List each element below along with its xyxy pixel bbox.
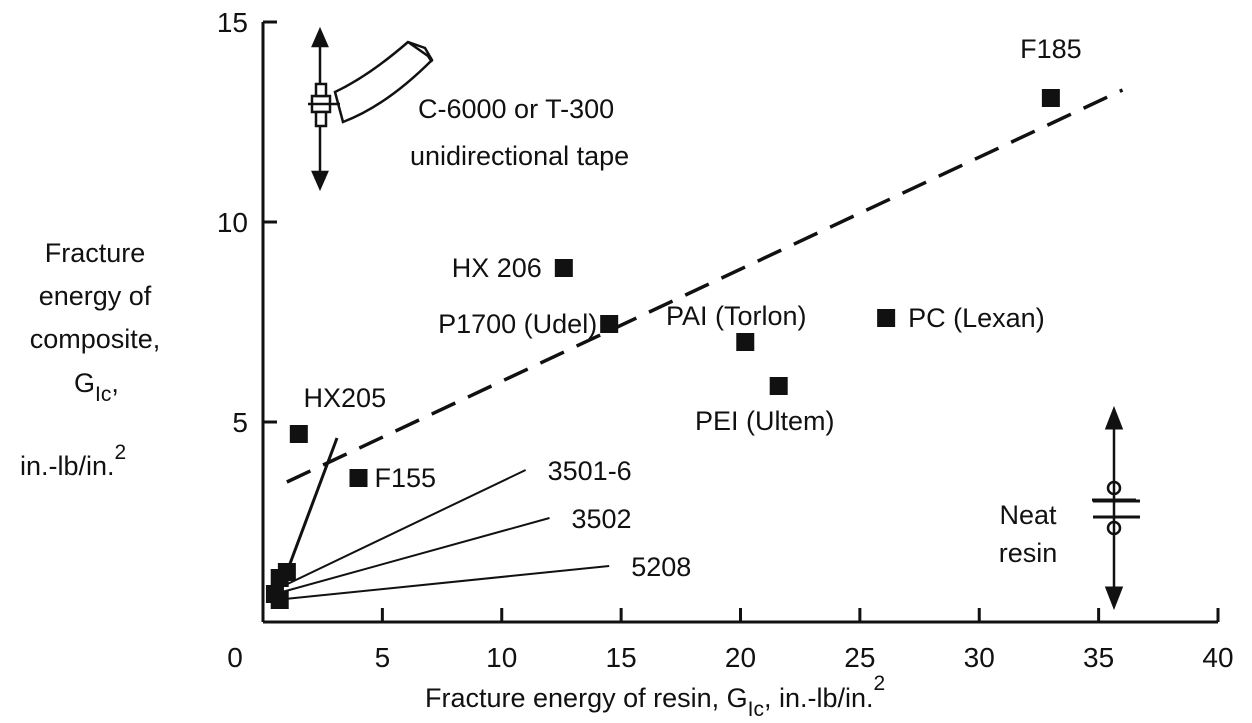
data-point-label: PC (Lexan) [908,303,1045,333]
y-label-comma: , [111,368,119,398]
y-tick-label: 15 [217,7,248,38]
x-axis-label: Fracture energy of resin, GIc, in.-lb/in… [425,672,885,721]
trend-line [286,88,1124,484]
x-tick-label: 30 [964,642,995,673]
steep-line [285,437,339,573]
data-point [769,377,788,395]
resin-line-label: 3501-6 [548,456,632,486]
resin-line [274,517,550,595]
data-point-label: HX205 [304,383,387,413]
y-ticks: 5 10 15 [217,7,277,438]
x-label-main: Fracture energy of resin, G [425,683,748,713]
y-axis-label: Fracture energy of composite, GIc, in.-l… [20,238,160,481]
tape-annotation-line2: unidirectional tape [410,141,629,171]
data-point-label: F185 [1020,34,1082,64]
neat-annotation-line1: Neat [999,500,1057,530]
neat-resin-specimen-icon [1092,405,1140,611]
point-labels: F185 HX 206 P1700 (Udel) PAI (Torlon) PC (Le… [304,34,1082,493]
data-point [554,259,573,277]
y-label-line5: in.-lb/in.2 [20,441,126,481]
resin-line-label: 5208 [631,552,691,582]
tape-specimen-icon [308,26,434,192]
y-tick-label: 5 [232,407,248,438]
data-point-label: PEI (Ultem) [695,406,835,436]
x-ticks: 0 5 10 15 20 25 30 35 40 [227,608,1234,673]
y-label-sub: Ic [95,383,111,406]
x-tick-label: 10 [486,642,517,673]
resin-line-label: 3502 [572,504,632,534]
data-point [1041,89,1060,107]
y-tick-label: 10 [217,207,248,238]
data-point-label: PAI (Torlon) [666,301,807,331]
data-point-label: F155 [375,463,437,493]
data-point [289,425,308,443]
x-label-rest: , in.-lb/in. [764,683,874,713]
data-point [270,591,289,609]
y-label-line2: energy of [39,281,152,311]
y-label-line4: GIc, [74,368,119,406]
data-point [877,309,896,327]
resin-line [274,565,610,601]
data-point [736,333,755,351]
data-point [349,469,368,487]
neat-annotation-line2: resin [999,538,1058,568]
x-tick-label: 35 [1083,642,1114,673]
series-lines: 3501-6 3502 5208 [274,88,1124,601]
x-tick-label: 25 [844,642,875,673]
x-label-sub: Ic [748,698,764,721]
y-label-g: G [74,368,95,398]
x-tick-label: 5 [375,642,391,673]
data-point [600,315,619,333]
y-label-line3: composite, [30,324,161,354]
y-label-units: in.-lb/in. [20,451,115,481]
data-points [265,89,1060,609]
x-tick-label: 0 [227,642,243,673]
x-label-sup: 2 [874,672,886,695]
x-tick-label: 40 [1202,642,1233,673]
x-tick-label: 20 [725,642,756,673]
data-point-label: P1700 (Udel) [438,309,597,339]
data-point-label: HX 206 [452,253,542,283]
y-label-sup: 2 [115,441,127,464]
data-point [277,563,296,581]
x-tick-label: 15 [606,642,637,673]
y-label-line1: Fracture [45,238,146,268]
tape-annotation-line1: C-6000 or T-300 [418,94,614,124]
resin-line [274,469,527,591]
